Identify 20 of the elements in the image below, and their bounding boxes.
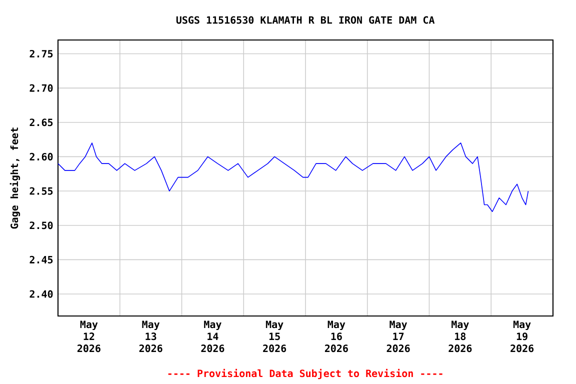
x-tick-label: May 17 2026 xyxy=(386,320,410,352)
x-tick-label: May 14 2026 xyxy=(201,320,224,352)
y-tick-label: 2.45 xyxy=(30,256,53,264)
x-tick-label: May 19 2026 xyxy=(510,320,534,352)
chart-title: USGS 11516530 KLAMATH R BL IRON GATE DAM CA xyxy=(176,16,435,24)
x-tick-label: May 18 2026 xyxy=(448,320,472,352)
y-axis-title: Gage height, feet xyxy=(10,128,20,229)
y-tick-label: 2.50 xyxy=(30,222,53,230)
text: ---- Provisional Data Subject to Revision ---- xyxy=(168,368,442,380)
x-tick-label: May 12 2026 xyxy=(77,320,100,352)
x-tick-label: May 16 2026 xyxy=(324,320,348,352)
y-tick-label: 2.65 xyxy=(30,118,53,126)
y-tick-label: 2.60 xyxy=(30,152,53,160)
x-tick-label: May 13 2026 xyxy=(139,320,162,352)
x-tick-label: May 15 2026 xyxy=(263,320,286,352)
line-series xyxy=(58,142,529,212)
y-tick-label: 2.40 xyxy=(30,290,53,298)
y-tick-label: 2.55 xyxy=(30,187,53,195)
y-tick-label: 2.75 xyxy=(30,50,53,58)
y-tick-label: 2.70 xyxy=(30,84,53,92)
